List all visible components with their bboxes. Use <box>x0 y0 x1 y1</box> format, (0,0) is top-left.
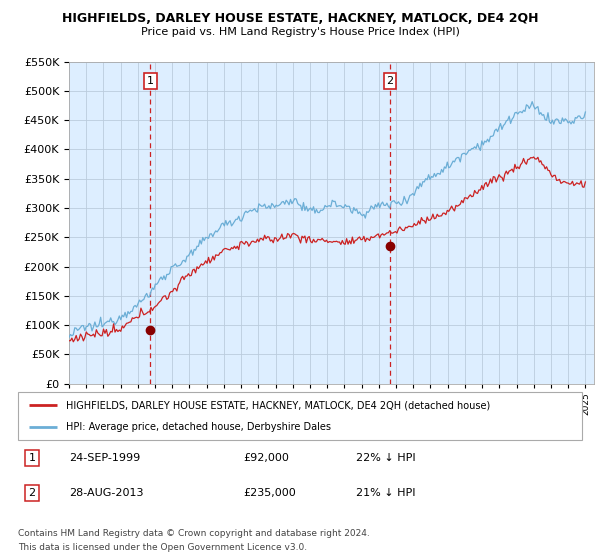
Text: 28-AUG-2013: 28-AUG-2013 <box>69 488 143 498</box>
Text: 21% ↓ HPI: 21% ↓ HPI <box>356 488 416 498</box>
Text: Price paid vs. HM Land Registry's House Price Index (HPI): Price paid vs. HM Land Registry's House … <box>140 27 460 37</box>
Text: £235,000: £235,000 <box>244 488 296 498</box>
Text: This data is licensed under the Open Government Licence v3.0.: This data is licensed under the Open Gov… <box>18 543 307 552</box>
Text: Contains HM Land Registry data © Crown copyright and database right 2024.: Contains HM Land Registry data © Crown c… <box>18 529 370 538</box>
Text: HIGHFIELDS, DARLEY HOUSE ESTATE, HACKNEY, MATLOCK, DE4 2QH: HIGHFIELDS, DARLEY HOUSE ESTATE, HACKNEY… <box>62 12 538 25</box>
Text: 2: 2 <box>29 488 35 498</box>
Text: HPI: Average price, detached house, Derbyshire Dales: HPI: Average price, detached house, Derb… <box>66 422 331 432</box>
FancyBboxPatch shape <box>18 392 582 440</box>
Text: £92,000: £92,000 <box>244 453 289 463</box>
Text: 1: 1 <box>29 453 35 463</box>
Text: 2: 2 <box>386 76 394 86</box>
Text: 1: 1 <box>147 76 154 86</box>
Text: 22% ↓ HPI: 22% ↓ HPI <box>356 453 416 463</box>
Text: 24-SEP-1999: 24-SEP-1999 <box>69 453 140 463</box>
Text: HIGHFIELDS, DARLEY HOUSE ESTATE, HACKNEY, MATLOCK, DE4 2QH (detached house): HIGHFIELDS, DARLEY HOUSE ESTATE, HACKNEY… <box>66 400 490 410</box>
